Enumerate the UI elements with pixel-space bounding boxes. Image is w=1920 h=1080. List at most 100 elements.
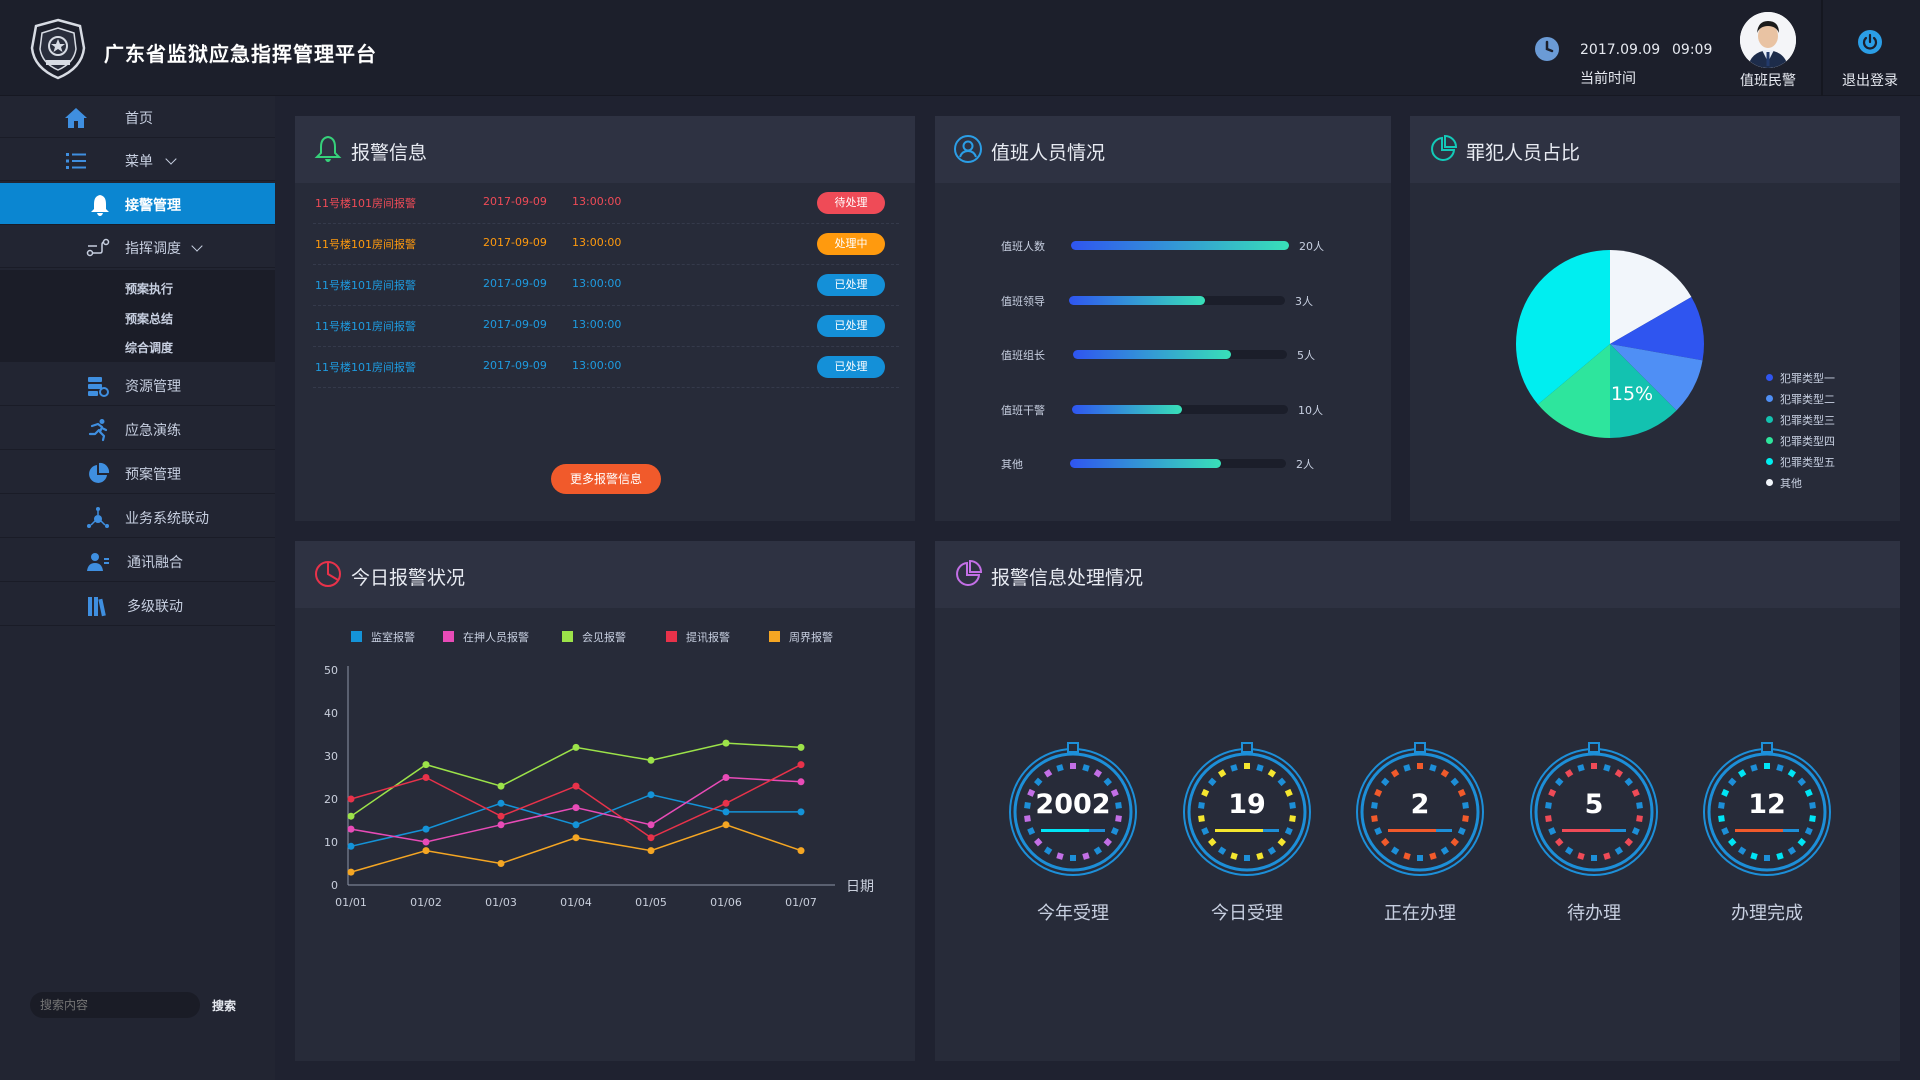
- gauge-dash: [1737, 769, 1747, 778]
- gauge-dash: [1631, 788, 1640, 797]
- sidebar-item-system-linkage[interactable]: 业务系统联动: [0, 496, 275, 538]
- gauge-dash: [1230, 852, 1238, 860]
- gauge-dash: [1093, 769, 1103, 778]
- staff-bar-track: [1069, 295, 1285, 305]
- gauge-dash: [1721, 827, 1730, 836]
- gauge-dash: [1417, 855, 1423, 861]
- gauge-dash: [1624, 837, 1633, 847]
- pie-slice-type-5[interactable]: [1516, 250, 1610, 405]
- gauge-dash: [1462, 815, 1469, 822]
- x-tick-label: 01/06: [710, 896, 742, 909]
- stat-gauge[interactable]: 2 正在办理: [1355, 741, 1485, 931]
- sidebar-item-resources[interactable]: 资源管理: [0, 364, 275, 406]
- legend-dot: [1766, 479, 1773, 486]
- panel-title: 报警信息处理情况: [991, 567, 1144, 589]
- gauge-dash: [1374, 788, 1383, 797]
- submenu-item-general-dispatch[interactable]: 综合调度: [125, 341, 174, 355]
- pie-slice-type-1[interactable]: [1610, 297, 1704, 361]
- legend-label: 监室报警: [371, 631, 415, 644]
- staff-bar-fill: [1073, 350, 1232, 359]
- sidebar-item-home[interactable]: 首页: [0, 96, 275, 138]
- legend-item[interactable]: 会见报警: [562, 629, 626, 645]
- stat-gauge[interactable]: 5 待办理: [1529, 741, 1659, 931]
- data-point: [422, 838, 430, 846]
- sidebar-item-plans[interactable]: 预案管理: [0, 452, 275, 494]
- alarm-row[interactable]: 11号楼101房间报警 2017-09-09 13:00:00 待处理: [313, 183, 899, 224]
- sidebar-item-menu[interactable]: 菜单: [0, 139, 275, 181]
- gauge-dash: [1201, 827, 1210, 836]
- submenu-item-plan-execution[interactable]: 预案执行: [125, 282, 174, 296]
- gauge-dash: [1564, 769, 1574, 778]
- gauge-top-tab: [1588, 742, 1600, 753]
- panel-title: 报警信息: [351, 142, 428, 164]
- gauge-dash: [1797, 777, 1806, 787]
- staff-bar-fill: [1072, 404, 1183, 414]
- stat-gauge[interactable]: 19 今日受理: [1182, 741, 1312, 931]
- data-point: [572, 821, 580, 829]
- status-badge[interactable]: 已处理: [817, 315, 885, 337]
- search-button[interactable]: 搜索: [212, 999, 237, 1013]
- y-tick-label: 50: [324, 664, 338, 677]
- chevron-down-icon: [165, 153, 177, 165]
- pie-slice-type-3[interactable]: [1610, 344, 1677, 438]
- stat-gauge[interactable]: 12 办理完成: [1702, 741, 1832, 931]
- sidebar-item-multi-level[interactable]: 多级联动: [0, 584, 275, 626]
- data-point: [422, 761, 430, 769]
- gauge-dash: [1230, 764, 1238, 772]
- gauge-dash: [1776, 764, 1784, 772]
- sidebar-item-drill[interactable]: 应急演练: [0, 408, 275, 450]
- gauge-dash: [1056, 764, 1064, 772]
- gauge-dash: [1718, 802, 1725, 809]
- y-tick-label: 30: [324, 750, 338, 763]
- gauge-dash: [1728, 777, 1737, 787]
- gauge-dash: [1603, 764, 1611, 772]
- gauge-dash: [1564, 846, 1574, 855]
- more-alarms-button[interactable]: 更多报警信息: [551, 464, 661, 494]
- gauge-dash: [1631, 827, 1640, 836]
- stat-gauge[interactable]: 2002 今年受理: [1008, 741, 1138, 931]
- data-point: [797, 761, 805, 769]
- legend-label: 犯罪类型五: [1780, 456, 1835, 469]
- status-badge[interactable]: 待处理: [817, 192, 885, 214]
- sidebar-item-communication[interactable]: 通讯融合: [0, 540, 275, 582]
- pie-slice-type-2[interactable]: [1610, 344, 1703, 411]
- gauge-dash: [1043, 769, 1053, 778]
- search-input[interactable]: [30, 992, 200, 1018]
- gauge-dash: [1457, 827, 1466, 836]
- sidebar-item-dispatch[interactable]: 指挥调度: [0, 226, 275, 268]
- gauge-dash: [1718, 815, 1725, 822]
- pie-slice-type-4[interactable]: [1537, 344, 1610, 438]
- gauge-dash: [1809, 802, 1816, 809]
- y-tick-label: 40: [324, 707, 338, 720]
- user-avatar[interactable]: [1740, 12, 1796, 68]
- power-icon[interactable]: [1857, 29, 1883, 55]
- gauge-dash: [1371, 802, 1378, 809]
- status-badge[interactable]: 已处理: [817, 356, 885, 378]
- sidebar-item-label: 预案管理: [125, 467, 181, 483]
- legend-item[interactable]: 提讯报警: [666, 629, 730, 645]
- alarm-row[interactable]: 11号楼101房间报警 2017-09-09 13:00:00 已处理: [313, 306, 899, 347]
- alarm-row[interactable]: 11号楼101房间报警 2017-09-09 13:00:00 已处理: [313, 265, 899, 306]
- submenu-item-plan-summary[interactable]: 预案总结: [125, 312, 174, 326]
- legend-item[interactable]: 监室报警: [351, 629, 415, 645]
- staff-bar-track: [1070, 459, 1286, 468]
- gauge-dash: [1267, 846, 1277, 855]
- status-badge[interactable]: 处理中: [817, 233, 885, 255]
- stat-value: 2: [1410, 789, 1430, 820]
- staff-bar-track: [1071, 241, 1289, 250]
- alarm-row[interactable]: 11号楼101房间报警 2017-09-09 13:00:00 已处理: [313, 347, 899, 388]
- alarm-location: 11号楼101房间报警: [315, 279, 416, 292]
- gauge-bar-fill: [1388, 829, 1436, 832]
- sidebar-item-alarm-management[interactable]: 接警管理: [0, 183, 275, 225]
- legend-item[interactable]: 在押人员报警: [443, 629, 529, 645]
- status-badge[interactable]: 已处理: [817, 274, 885, 296]
- logout-button[interactable]: 退出登录: [1842, 73, 1898, 89]
- legend-item[interactable]: 周界报警: [769, 629, 833, 645]
- alarm-info-panel: 报警信息 11号楼101房间报警 2017-09-09 13:00:00 待处理 11号…: [295, 116, 915, 521]
- alarm-row[interactable]: 11号楼101房间报警 2017-09-09 13:00:00 处理中: [313, 224, 899, 265]
- legend-label: 提讯报警: [686, 631, 730, 644]
- pie-slice-other[interactable]: [1610, 250, 1692, 344]
- sidebar-item-label: 应急演练: [125, 423, 181, 439]
- panel-header: 罪犯人员占比: [1410, 116, 1900, 183]
- gauge-bar-fill: [1562, 829, 1610, 832]
